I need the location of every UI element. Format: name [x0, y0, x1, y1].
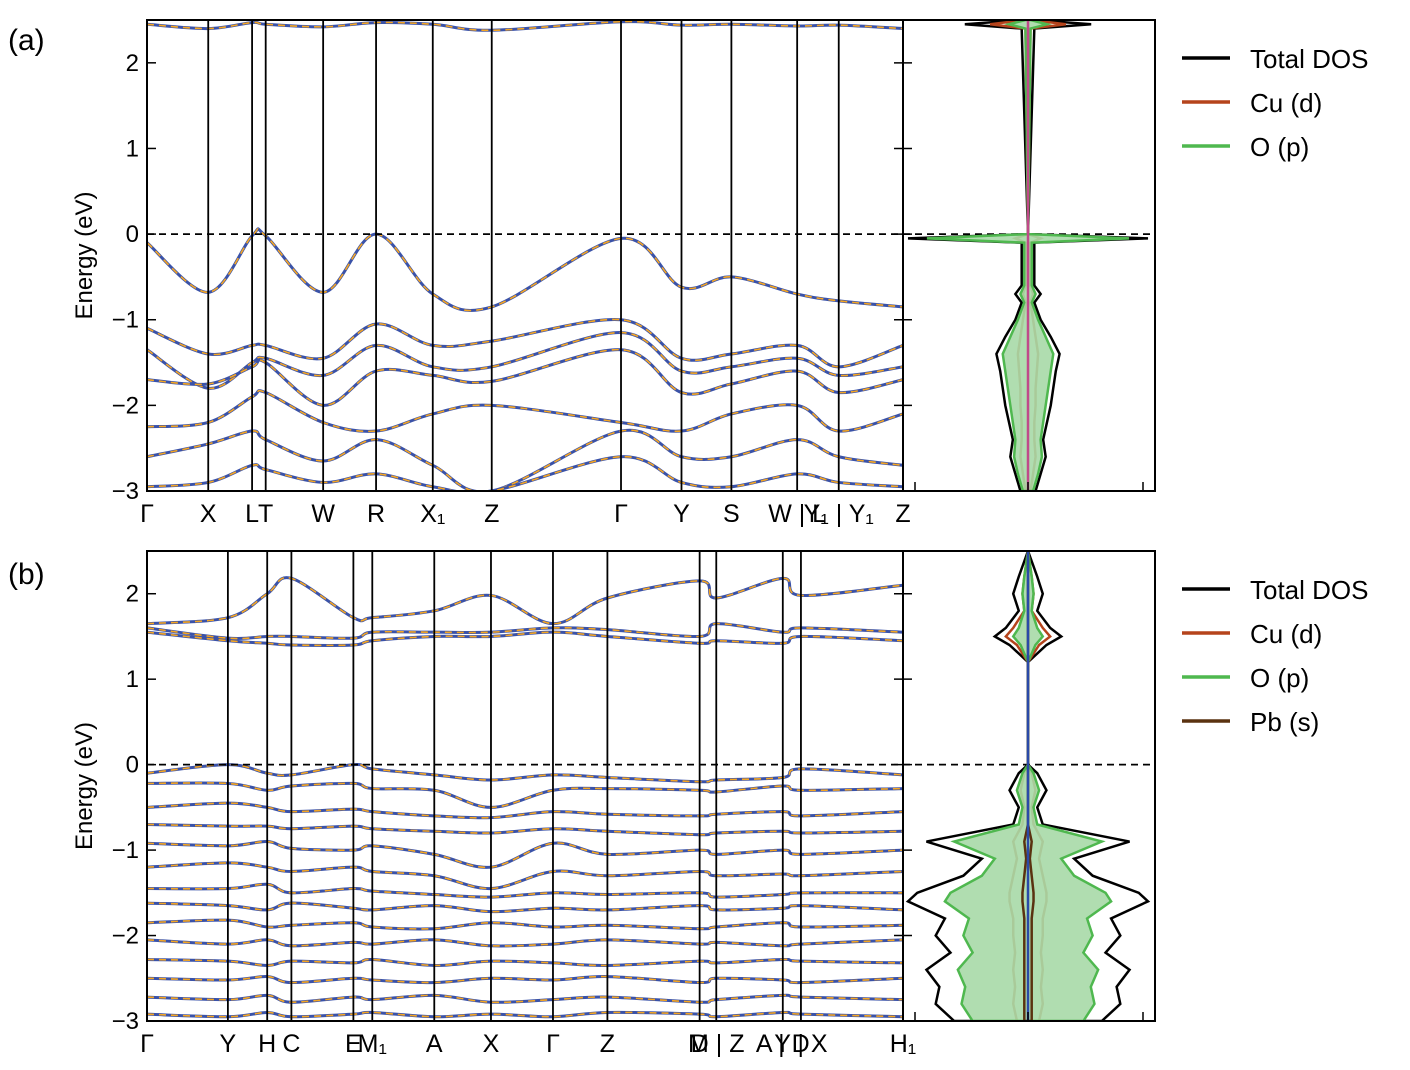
y-axis-title: Energy (eV): [71, 191, 98, 319]
kpoint-label: Z: [600, 1030, 615, 1058]
band-dft: [147, 918, 903, 931]
band-wannier: [147, 631, 903, 647]
legend-entry: Total DOS: [1250, 44, 1369, 74]
kpoint-label: M | Z: [688, 1030, 744, 1058]
y-tick-label: −3: [112, 1008, 139, 1035]
band-wannier: [147, 802, 903, 819]
dos: [907, 20, 1149, 491]
band-dft: [147, 576, 903, 626]
band-frame: [146, 19, 904, 492]
kpoint-label: Y: [220, 1030, 237, 1058]
legend-entry: O (p): [1250, 663, 1309, 693]
kpoint-label: H: [258, 1030, 276, 1058]
dos-frame: [902, 550, 1156, 1022]
dos-total: [907, 20, 1149, 491]
bands: [147, 20, 903, 491]
kpoint-label: W | L: [768, 500, 826, 528]
kpoint-label: Γ: [546, 1030, 560, 1058]
y-tick-label: 1: [126, 666, 139, 693]
band-dft: [147, 389, 903, 433]
kpoint-label: S: [723, 500, 740, 528]
kpoint-label: A | D: [756, 1030, 810, 1058]
kpoint-label: D: [691, 1030, 709, 1058]
kpoint-label: M₁: [358, 1030, 387, 1058]
band-wannier: [147, 782, 903, 809]
band-wannier: [147, 389, 903, 433]
kpoint-label: Γ: [140, 500, 154, 528]
legend-entry: Cu (d): [1250, 88, 1322, 118]
kpoint-label: C: [282, 1030, 300, 1058]
kpoint-label: Z: [895, 500, 910, 528]
band-wannier: [147, 227, 903, 312]
kpoint-label: X: [200, 500, 217, 528]
y-tick-label: 2: [126, 581, 139, 608]
kpoint-label: Γ: [614, 500, 628, 528]
kpoint-label: E: [345, 1030, 362, 1058]
band-wannier: [147, 883, 903, 898]
panel-b: (b) Energy (eV) −3 −2 −1 0 1 2 Γ Y H C EM₁ A X Γ Z DM | Z…: [8, 550, 1369, 1058]
band-dft: [147, 882, 903, 899]
y-tick-label: −1: [112, 307, 139, 334]
band-wannier: [147, 576, 903, 625]
band-wannier: [147, 20, 903, 32]
band-wannier: [147, 994, 903, 1004]
band-wannier: [147, 455, 903, 491]
kpoint-label: Y | X: [774, 1030, 828, 1058]
band-wannier: [147, 975, 903, 984]
kpoint-label: X₁: [420, 500, 445, 528]
band-wannier: [147, 840, 903, 869]
band-wannier: [147, 318, 903, 368]
kpoint-label: A: [426, 1030, 443, 1058]
y-tick-label: −1: [112, 837, 139, 864]
kpoint-label: L: [245, 500, 259, 528]
panel-label: (a): [8, 24, 45, 57]
band-dft: [147, 801, 903, 820]
band-wannier: [147, 902, 903, 913]
band-wannier: [147, 939, 903, 947]
dos-frame: [902, 19, 1156, 492]
panel-a: (a) Energy (eV) −3 −2 −1 0 1 2 Γ X L T W R X₁ Z Γ Y S W | L…: [8, 19, 1369, 528]
y-tick-label: 0: [126, 221, 139, 248]
band-wannier: [147, 429, 903, 491]
y-tick-label: −2: [112, 392, 139, 419]
y-tick-label: 1: [126, 135, 139, 162]
band-dft: [147, 227, 903, 312]
y-tick-label: 0: [126, 752, 139, 779]
kpoint-label: T: [258, 500, 273, 528]
band-dft: [147, 822, 903, 837]
band-dft: [147, 1010, 903, 1019]
legend-entry: Cu (d): [1250, 619, 1322, 649]
legend-entry: O (p): [1250, 132, 1309, 162]
kpoint-label: H₁: [890, 1030, 917, 1058]
band-wannier: [147, 331, 903, 390]
y-axis-title: Energy (eV): [71, 722, 98, 850]
y-tick-label: −2: [112, 923, 139, 950]
dos: [905, 551, 1151, 1021]
kpoint-label: Γ: [140, 1030, 154, 1058]
band-wannier: [147, 348, 903, 407]
band-wannier: [147, 763, 903, 783]
bands: [147, 576, 903, 1019]
kpoint-label: W: [311, 500, 335, 528]
kpoint-label: Z: [484, 500, 499, 528]
kpoint-label: X: [483, 1030, 500, 1058]
band-wannier: [147, 622, 903, 640]
legend-entry: Pb (s): [1250, 707, 1319, 737]
kpoint-label: R: [367, 500, 385, 528]
y-tick-label: −3: [112, 478, 139, 505]
band-dft: [147, 957, 903, 967]
y-tick-label: 2: [126, 50, 139, 77]
legend-entry: Total DOS: [1250, 575, 1369, 605]
panel-label: (b): [8, 558, 45, 591]
kpoint-label: Y: [673, 500, 690, 528]
kpoint-label: Y₁ | Y₁: [804, 500, 874, 528]
band-wannier: [147, 862, 903, 890]
